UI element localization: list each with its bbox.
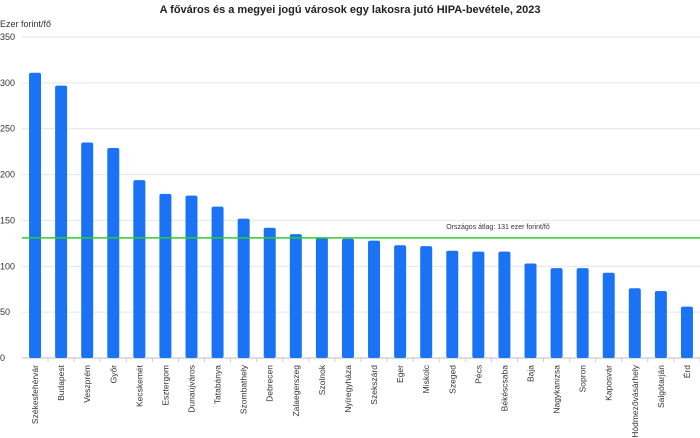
x-tick-label: Szolnok [317,364,327,395]
x-tick-label: Szombathely [239,364,249,414]
x-tick-label: Zalaegerszeg [291,365,301,417]
bar [55,85,68,358]
bar [602,272,615,358]
y-tick-label: 350 [0,32,15,42]
x-tick-label: Kecskemét [134,364,144,407]
y-axis-label: Ezer forint/fő [0,19,51,29]
x-tick-label: Érd [682,365,692,379]
y-tick-label: 50 [0,307,10,317]
bar [263,227,276,358]
x-tick-label: Szekszárd [369,365,379,405]
bar [289,234,302,358]
x-tick-label: Dunaújváros [187,365,197,413]
bar [211,206,224,358]
bar [680,306,693,358]
bar [394,245,407,358]
y-tick-label: 250 [0,124,15,134]
y-tick-label: 150 [0,215,15,225]
bar [81,142,94,358]
x-tick-label: Hódmezővásárhely [630,364,640,438]
x-tick-label: Debrecen [265,365,275,402]
x-tick-label: Veszprém [82,365,92,403]
x-tick-label: Budapest [56,364,66,401]
chart-title: A főváros és a megyei jogú városok egy l… [160,4,541,16]
bar [524,263,537,358]
x-tick-label: Békéscsaba [499,365,509,412]
reference-line-label: Országos átlag: 131 ezer forint/fő [446,224,550,231]
x-tick-label: Pécs [473,365,483,384]
x-tick-label: Kaposvár [604,365,614,401]
bar [654,291,667,358]
x-tick-label: Tatabánya [213,365,223,404]
y-tick-label: 200 [0,170,15,180]
bar [628,288,641,358]
bar [550,268,563,358]
x-tick-label: Eger [395,365,405,383]
bar [133,180,146,358]
x-tick-label: Miskolc [421,364,431,393]
y-tick-label: 0 [0,353,5,363]
x-tick-label: Sopron [578,365,588,393]
y-tick-label: 100 [0,261,15,271]
x-tick-label: Szeged [447,365,457,394]
bar [237,218,250,358]
bar [107,147,120,358]
bar [341,238,354,358]
bar [420,246,433,358]
bar [498,251,511,358]
x-tick-label: Esztergom [160,365,170,406]
x-tick-label: Nagykanizsa [552,365,562,414]
x-tick-label: Baja [526,365,536,382]
y-tick-label: 300 [0,78,15,88]
x-tick-label: Nyíregyháza [343,365,353,413]
x-tick-label: Salgótarján [656,365,666,408]
bar [159,193,172,358]
x-tick-label: Székesfehérvár [30,365,40,424]
bar [368,240,381,358]
bar [446,250,459,358]
x-tick-label: Győr [108,365,118,384]
bar [315,237,328,358]
bar [185,195,198,358]
bar [29,72,42,359]
bar [576,268,589,358]
bar [472,251,485,358]
